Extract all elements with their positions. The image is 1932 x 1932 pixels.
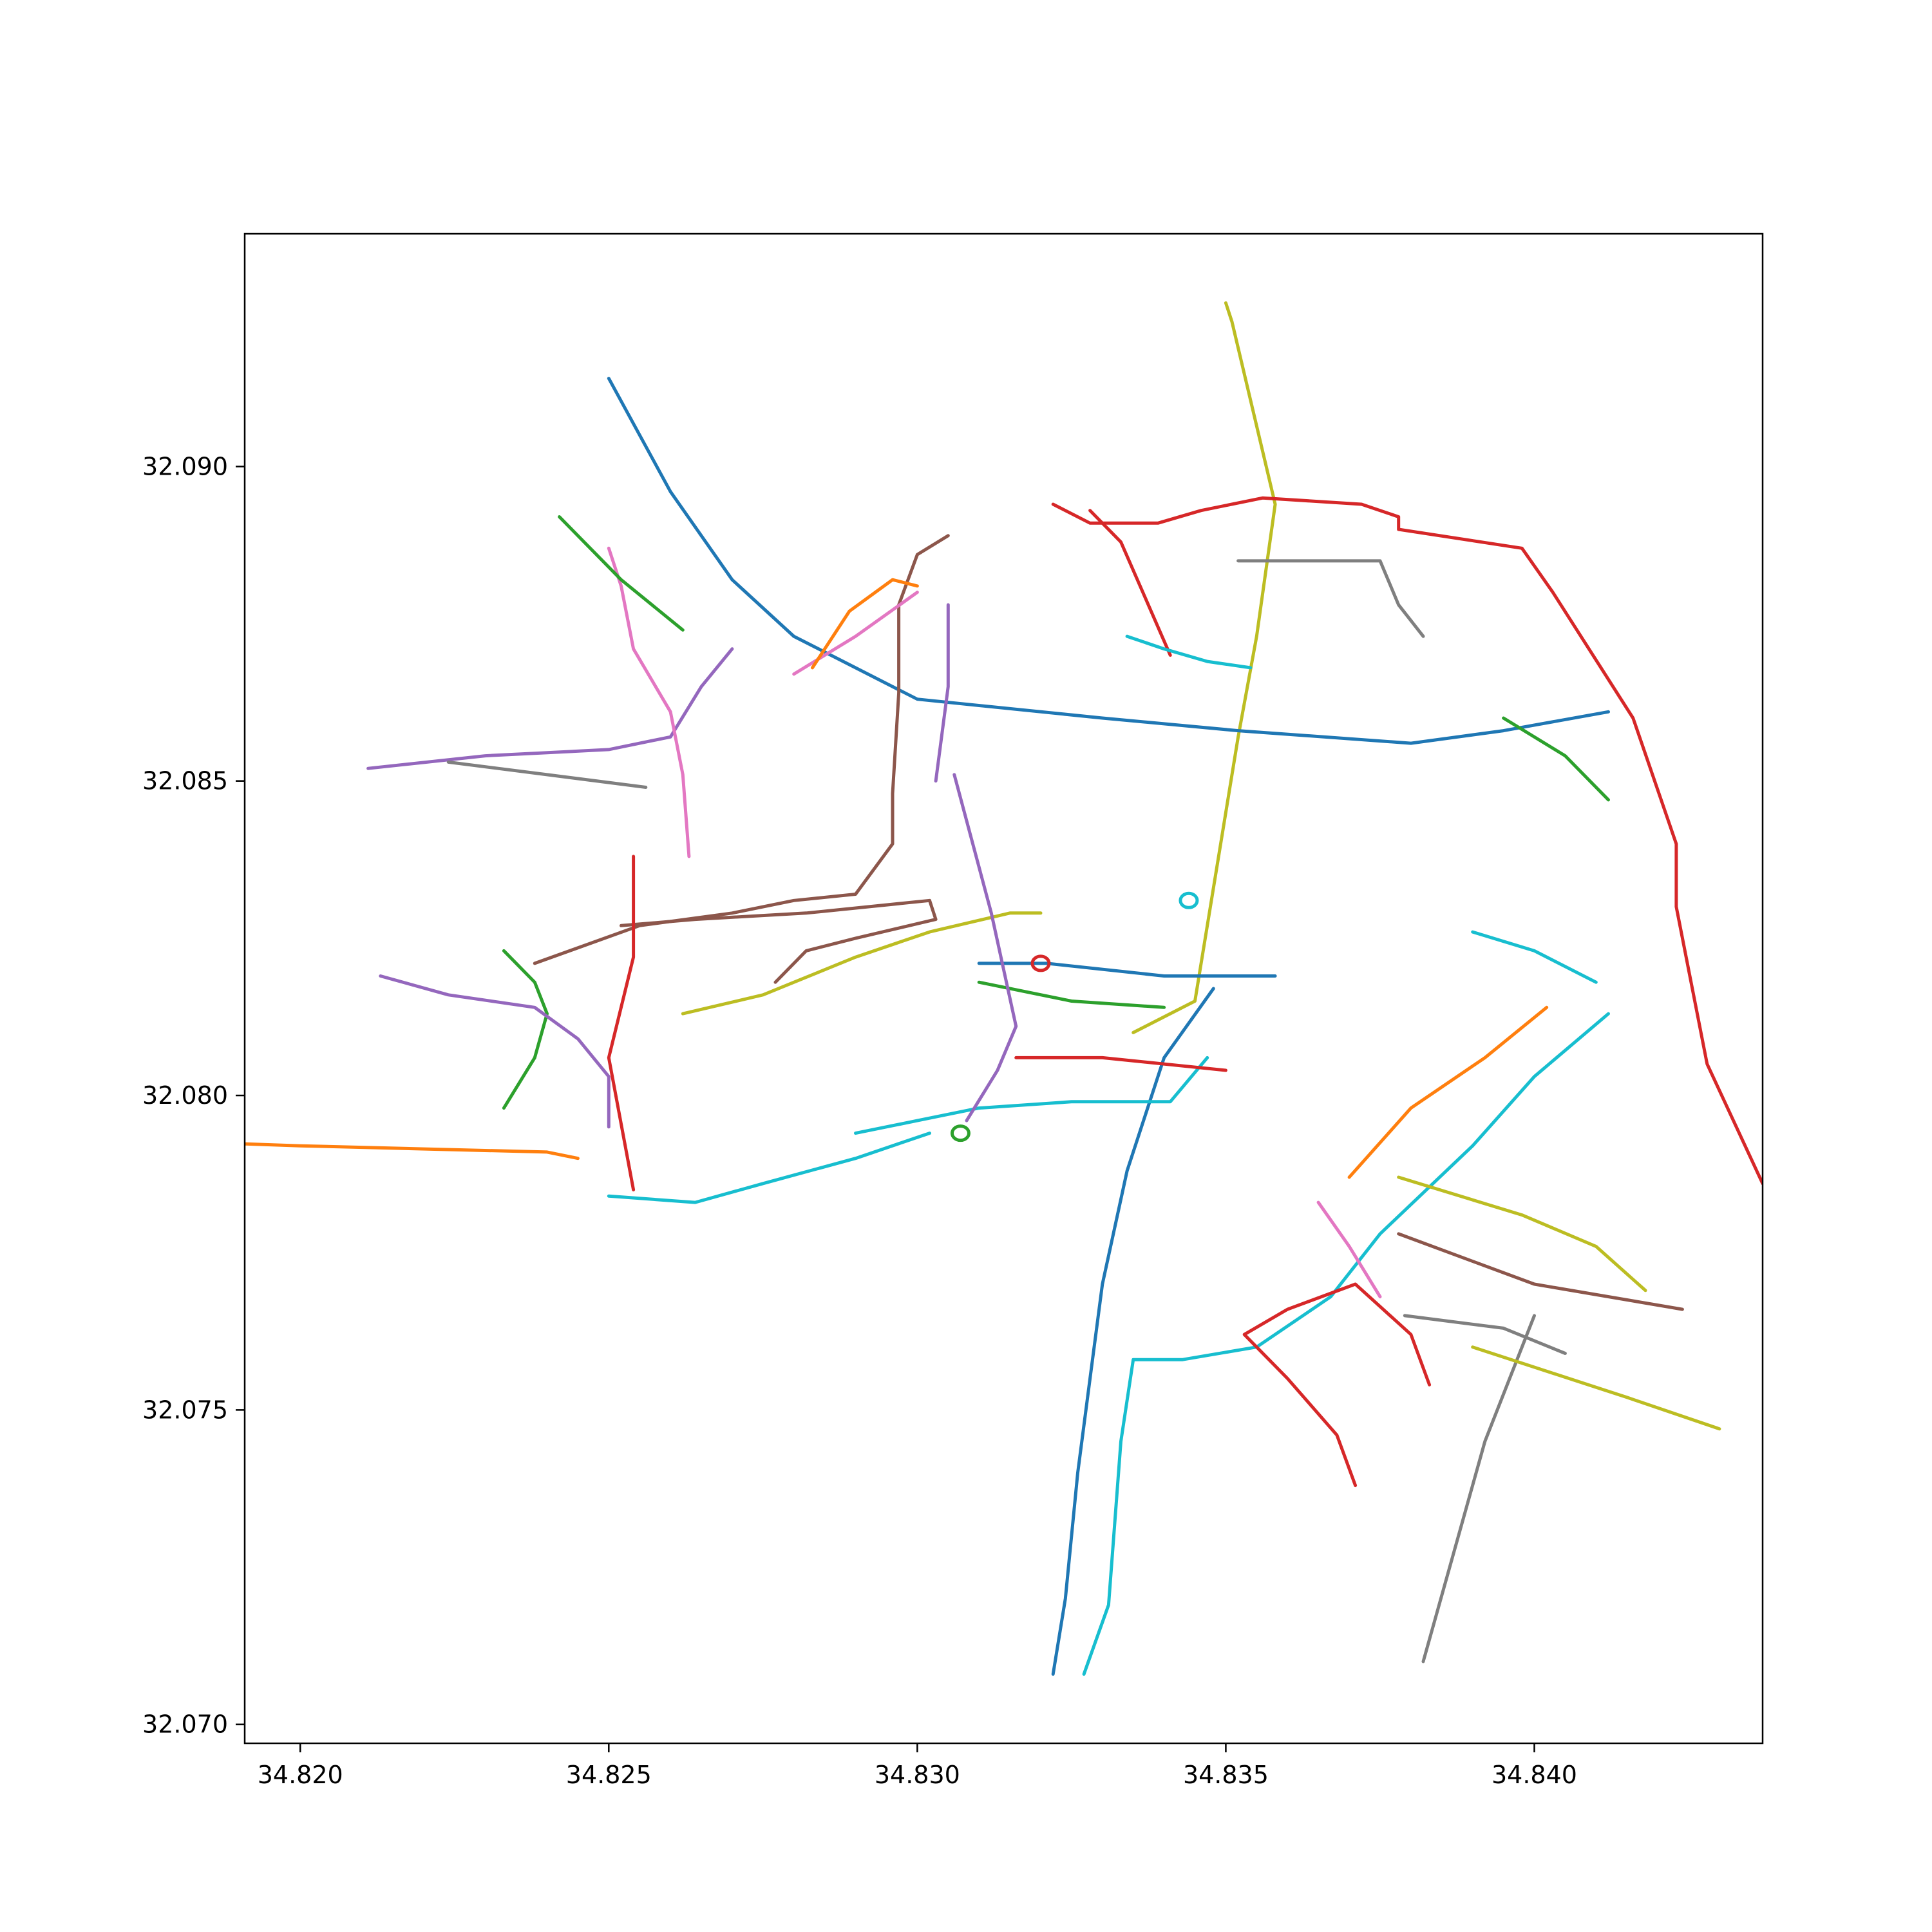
road-segment [1347, 1005, 1549, 1179]
road-segment [1014, 1056, 1227, 1072]
plot-frame [243, 232, 1764, 1745]
road-segment [1082, 1012, 1610, 1676]
road-segment [792, 591, 919, 676]
road-segment [1397, 1232, 1684, 1311]
road-segment [1242, 1282, 1432, 1488]
road-segment [977, 961, 1277, 978]
road-segment [1125, 634, 1253, 670]
road-segment [558, 515, 685, 632]
road-segment [1132, 301, 1277, 1034]
road-segment [952, 773, 1018, 1122]
y-tick-label: 32.080 [142, 1081, 228, 1110]
road-segment [366, 647, 734, 770]
x-tick-label: 34.825 [566, 1761, 652, 1789]
y-tick-label: 32.075 [142, 1396, 228, 1424]
y-axis: 32.070 32.075 32.080 32.085 32.090 [142, 452, 245, 1739]
y-tick-label: 32.070 [142, 1710, 228, 1739]
road-segment [1088, 509, 1172, 657]
road-network [245, 301, 1763, 1676]
road-segment [977, 980, 1166, 1009]
roundabout-marker [1179, 891, 1199, 909]
road-segment [1236, 559, 1425, 638]
road-segment [620, 898, 938, 984]
roundabout-marker [950, 1124, 971, 1142]
road-segment [607, 377, 1610, 745]
road-segment [1502, 716, 1610, 802]
roundabout-marker [1030, 954, 1051, 972]
road-segment [1471, 930, 1598, 984]
road-segment [1421, 1314, 1536, 1663]
road-segment [1403, 1314, 1567, 1355]
road-segment [502, 949, 549, 1110]
road-segment [1471, 1345, 1721, 1431]
x-tick-label: 34.830 [875, 1761, 960, 1789]
road-segment [854, 1056, 1209, 1135]
x-tick-label: 34.820 [258, 1761, 343, 1789]
x-tick-label: 34.840 [1492, 1761, 1577, 1789]
road-segment [1316, 1200, 1382, 1299]
y-tick-label: 32.090 [142, 452, 228, 480]
road-segment [379, 974, 611, 1129]
x-tick-label: 34.835 [1183, 1761, 1269, 1789]
road-segment [607, 1132, 931, 1204]
road-segment [1051, 987, 1215, 1676]
road-segment [1397, 1175, 1647, 1293]
road-segment [934, 603, 950, 783]
road-segment [1051, 496, 1763, 1186]
x-axis: 34.820 34.825 34.830 34.835 34.840 [258, 1743, 1577, 1789]
roundabouts [950, 891, 1199, 1142]
road-segment [607, 855, 636, 1191]
road-segment [811, 578, 919, 670]
road-segment [245, 1142, 580, 1160]
road-segment [607, 546, 691, 858]
y-tick-label: 32.085 [142, 767, 228, 795]
road-segment [681, 911, 1043, 1016]
road-segment [533, 534, 950, 965]
road-segment [446, 760, 648, 789]
